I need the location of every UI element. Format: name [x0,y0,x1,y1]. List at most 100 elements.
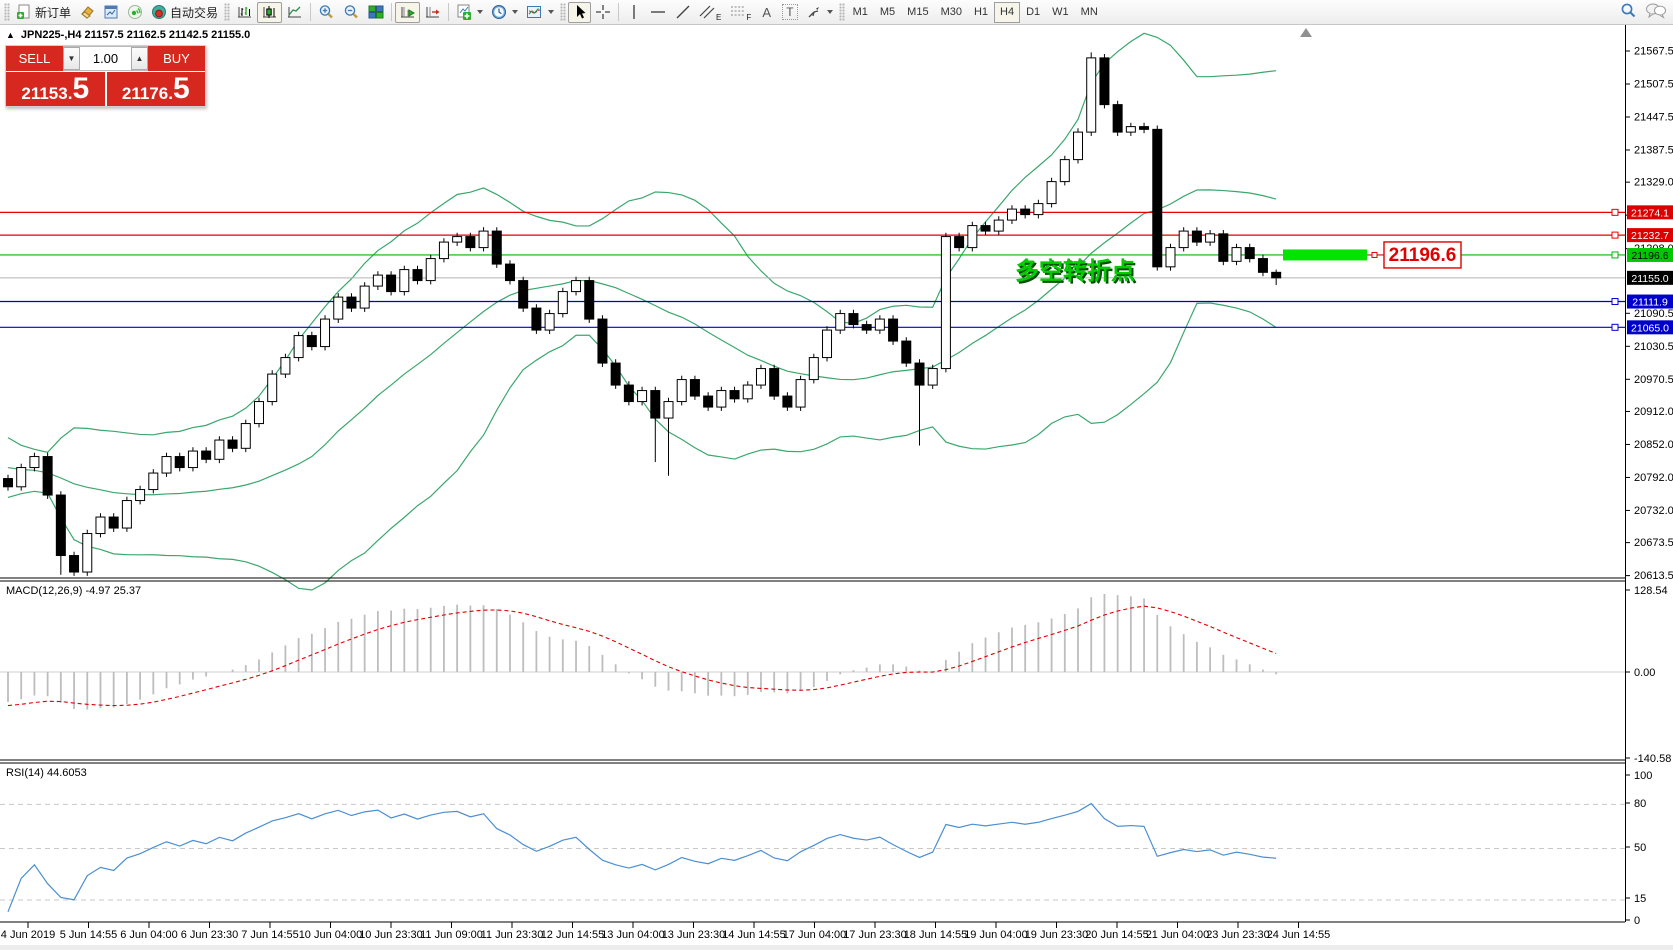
svg-text:20 Jun 14:55: 20 Jun 14:55 [1085,929,1149,941]
svg-text:10 Jun 23:30: 10 Jun 23:30 [359,929,423,941]
tf-m30[interactable]: M30 [940,6,962,18]
toolbar-grip[interactable] [4,3,10,21]
volume-input[interactable] [80,47,131,70]
svg-text:21232.7: 21232.7 [1631,230,1669,242]
tf-mn[interactable]: MN [1080,6,1098,18]
indicators-icon [457,4,472,20]
buy-button[interactable]: BUY [148,46,205,71]
volume-increase-button[interactable]: ▲ [131,47,148,70]
horizontal-line-icon [651,11,666,13]
signals-button[interactable] [123,2,147,23]
svg-text:21387.5: 21387.5 [1634,144,1673,156]
line-chart-icon [288,6,302,18]
text-tool-button[interactable]: A [755,2,778,23]
volume-decrease-button[interactable]: ▼ [63,47,80,70]
svg-text:-140.58: -140.58 [1634,753,1671,765]
auto-scroll-button[interactable] [395,1,421,23]
periods-button[interactable] [487,2,522,23]
tile-windows-button[interactable] [364,2,388,23]
sell-button[interactable]: SELL [6,46,63,71]
svg-text:RSI(14) 44.6053: RSI(14) 44.6053 [6,767,87,779]
bar-chart-icon [238,7,252,18]
fibonacci-tool-button[interactable]: F [725,2,755,23]
arrows-caret-icon [826,10,833,14]
tf-m1[interactable]: M1 [852,6,868,18]
chat-icon[interactable] [1645,2,1667,19]
one-click-trading-panel: SELL ▼ ▲ BUY 21153. 5 21176. 5 [5,45,206,107]
svg-text:21155.0: 21155.0 [1631,273,1668,285]
svg-text:5 Jun 14:55: 5 Jun 14:55 [60,929,118,941]
tf-h4[interactable]: H4 [994,1,1021,23]
indicators-button[interactable] [452,2,487,23]
crosshair-icon [596,5,611,19]
svg-text:15: 15 [1634,893,1646,905]
main-toolbar: 新订单 自动交易 [0,0,1673,25]
eraser-icon [81,6,94,19]
svg-text:14 Jun 14:55: 14 Jun 14:55 [722,929,786,941]
toolbar-grip[interactable] [224,3,231,21]
tf-h1[interactable]: H1 [973,6,989,18]
candlestick-chart-button[interactable] [257,1,283,23]
toolbar-grip[interactable] [560,3,567,21]
svg-text:13 Jun 04:00: 13 Jun 04:00 [601,929,665,941]
bid-big-digit: 5 [72,72,90,105]
text-label-tool-button[interactable]: T [778,2,801,23]
zoom-out-button[interactable] [339,2,364,23]
tf-d1[interactable]: D1 [1026,6,1041,18]
templates-button[interactable] [522,2,558,23]
horizontal-line-tool-button[interactable] [645,2,671,23]
channel-tool-button[interactable]: E [695,2,725,23]
svg-text:21567.5: 21567.5 [1634,46,1673,58]
tf-m5[interactable]: M5 [879,6,896,18]
candlestick-chart-icon [263,6,277,18]
line-chart-button[interactable] [282,2,307,23]
svg-text:11 Jun 09:00: 11 Jun 09:00 [420,929,483,941]
autotrading-label: 自动交易 [170,5,219,20]
indicators-caret-icon [477,10,484,14]
zoom-in-button[interactable] [314,2,339,23]
svg-text:多空转折点: 多空转折点 [1017,259,1137,287]
arrows-tool-button[interactable] [802,2,837,23]
svg-text:6 Jun 04:00: 6 Jun 04:00 [120,929,178,941]
svg-text:80: 80 [1634,798,1646,810]
eraser-button[interactable] [75,2,99,23]
svg-text:11 Jun 23:30: 11 Jun 23:30 [481,929,544,941]
new-order-button[interactable]: 新订单 [12,2,75,23]
symbol-info-line: ▲ JPN225-,H4 21157.5 21162.5 21142.5 211… [6,29,250,41]
tf-m15[interactable]: M15 [907,6,929,18]
market-watch-button[interactable] [99,2,123,23]
search-icon[interactable] [1620,2,1637,19]
bar-chart-button[interactable] [232,2,257,23]
equidistant-channel-icon [699,5,715,19]
vertical-line-icon [632,5,635,19]
tf-w1[interactable]: W1 [1052,6,1069,18]
channel-letter: E [716,12,722,22]
svg-text:10 Jun 04:00: 10 Jun 04:00 [299,929,363,941]
vertical-line-tool-button[interactable] [622,2,645,23]
svg-text:20912.0: 20912.0 [1634,406,1673,418]
templates-caret-icon [548,10,555,14]
ask-price-display[interactable]: 21176. 5 [106,72,205,106]
svg-text:21507.5: 21507.5 [1634,78,1673,90]
zoom-out-icon [344,5,358,19]
ask-main: 21176. [121,84,173,103]
bid-price-display[interactable]: 21153. 5 [6,72,105,106]
svg-text:18 Jun 14:55: 18 Jun 14:55 [904,929,968,941]
autotrading-button[interactable]: 自动交易 [147,2,222,23]
svg-text:21030.5: 21030.5 [1634,341,1673,353]
trendline-tool-button[interactable] [671,2,695,23]
chart-shift-button[interactable] [420,2,445,23]
svg-text:21447.5: 21447.5 [1634,111,1673,123]
collapse-marker-icon[interactable]: ▲ [6,30,15,40]
cursor-tool-button[interactable] [568,1,592,23]
svg-text:21196.6: 21196.6 [1389,245,1457,266]
fibonacci-icon [731,6,745,16]
svg-text:13 Jun 23:30: 13 Jun 23:30 [662,929,726,941]
autotrading-icon [152,5,167,19]
trendline-icon [676,5,690,19]
toolbar-grip[interactable] [838,3,845,21]
arrows-icon [808,7,819,18]
crosshair-tool-button[interactable] [591,2,615,23]
clock-icon [492,5,507,19]
